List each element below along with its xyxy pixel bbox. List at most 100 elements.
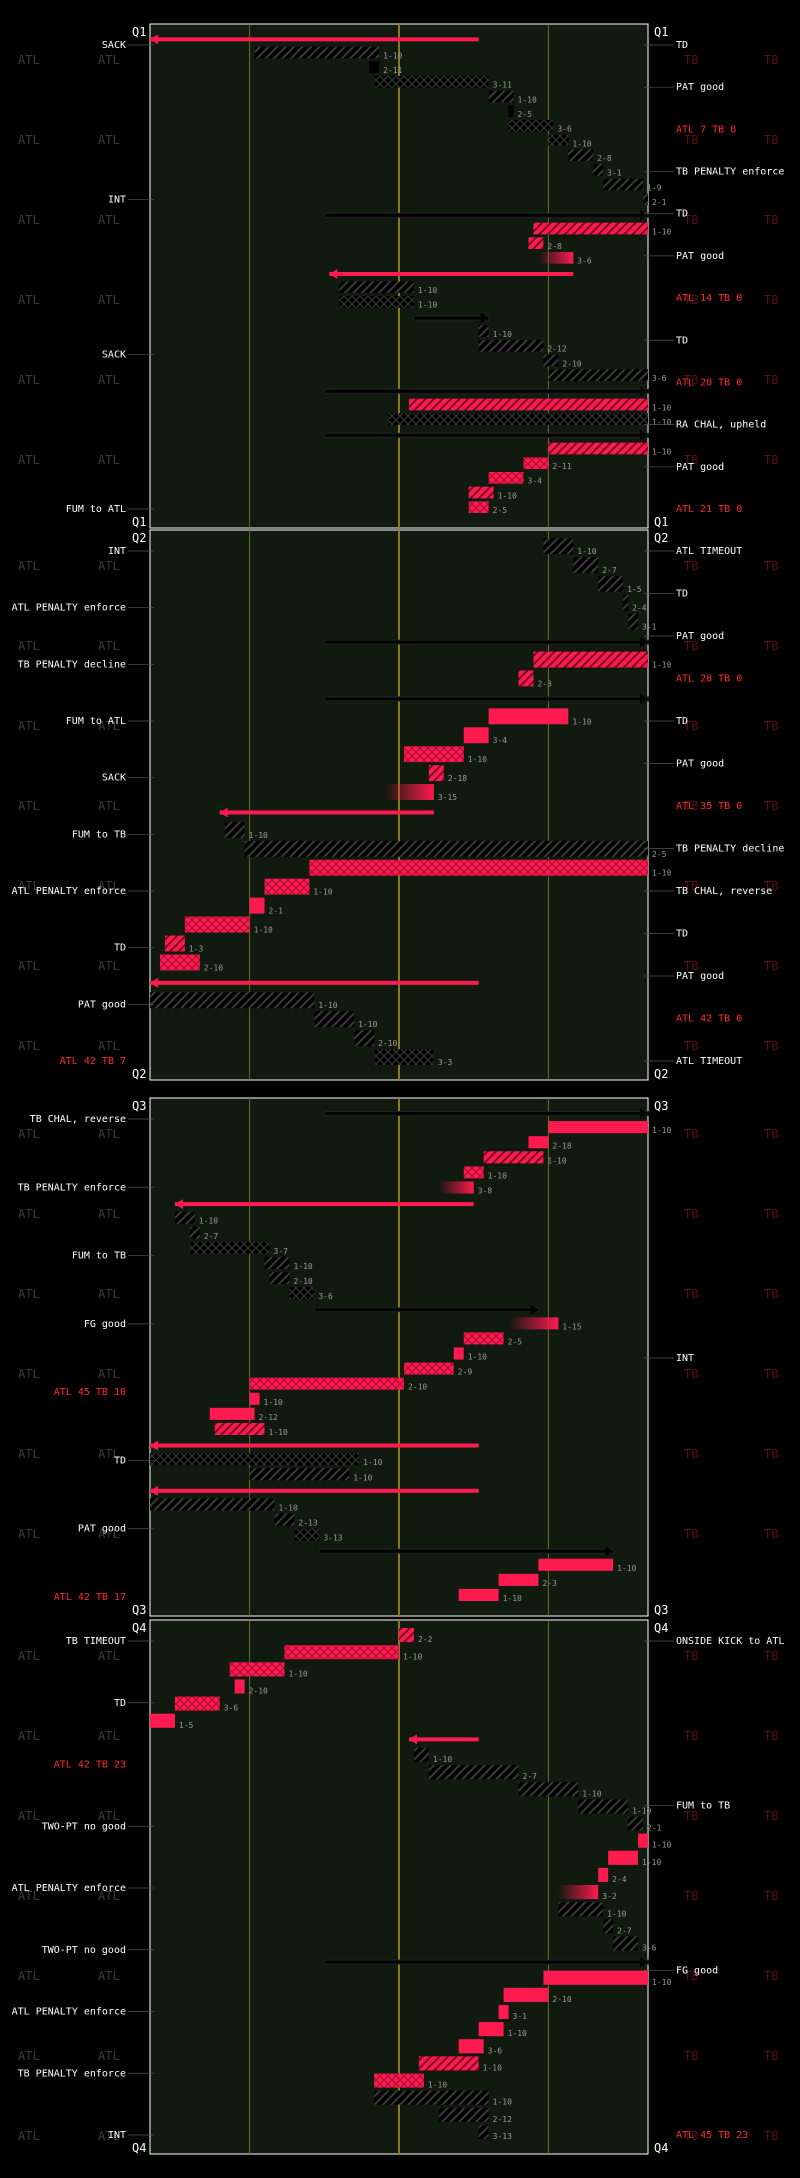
event-label: SACK [102, 773, 126, 784]
watermark-tb: TB [684, 799, 698, 813]
atl-play-bar [309, 859, 648, 876]
watermark-tb: TB [684, 559, 698, 573]
watermark-atl: ATL [98, 373, 120, 387]
tb-play-bar [623, 594, 629, 611]
down-distance-label: 1-10 [468, 755, 487, 764]
tb-play-bar [478, 325, 489, 337]
down-distance-label: 1-10 [318, 1001, 337, 1010]
quarter-label-top-right: Q1 [654, 25, 668, 39]
down-distance-label: 1-10 [383, 51, 402, 60]
atl-play-bar [399, 1628, 414, 1643]
down-distance-label: 2-18 [448, 774, 467, 783]
down-distance-label: 1-10 [652, 869, 671, 878]
down-distance-label: 3-6 [488, 2046, 503, 2055]
atl-play-bar [548, 1121, 648, 1134]
watermark-tb: TB [684, 1039, 698, 1053]
atl-kickoff-bar [408, 1737, 479, 1742]
watermark-atl: ATL [98, 879, 120, 893]
down-distance-label: 3-15 [438, 793, 457, 802]
event-label: TD [676, 716, 688, 727]
watermark-tb: TB [684, 959, 698, 973]
tb-play-bar [413, 1747, 429, 1763]
atl-play-bar [403, 1362, 454, 1375]
tb-play-bar [478, 340, 544, 352]
down-distance-label: 2-2 [418, 1635, 433, 1644]
score-label: ATL 42 TB 23 [54, 1760, 126, 1771]
down-distance-label: 2-10 [293, 1277, 312, 1286]
atl-play-bar [498, 1573, 539, 1586]
down-distance-label: 2-12 [547, 345, 566, 354]
tb-play-bar [354, 1030, 375, 1047]
watermark-atl: ATL [18, 213, 40, 227]
quarter-panel-q4: ATL ATL TB TB ATL ATL TB TB ATL ATL TB TB ATL ATL TB TB… [12, 1619, 784, 2155]
event-label: PAT good [676, 462, 724, 473]
watermark-tb: TB [764, 879, 778, 893]
down-distance-label: 1-10 [652, 661, 671, 670]
atl-punt-bar [174, 1202, 474, 1207]
atl-play-bar [608, 1850, 639, 1865]
event-label: TB PENALTY decline [676, 844, 784, 855]
watermark-atl: ATL [98, 1649, 120, 1663]
down-distance-label: 3-1 [513, 2012, 528, 2021]
atl-return-bar [150, 37, 479, 42]
event-label: TWO-PT no good [42, 1945, 126, 1956]
atl-play-bar [418, 2056, 479, 2071]
atl-punt-bar [219, 810, 434, 815]
atl-play-bar [598, 1867, 609, 1882]
down-distance-label: 2-9 [458, 1368, 473, 1377]
watermark-tb: TB [684, 1447, 698, 1461]
atl-play-bar [478, 2022, 504, 2037]
tb-play-bar [488, 90, 514, 103]
tb-play-bar [374, 2090, 489, 2105]
down-distance-label: 1-10 [498, 491, 517, 500]
down-distance-label: 1-10 [493, 330, 512, 339]
down-distance-label: 1-10 [652, 447, 671, 456]
down-distance-label: 2-12 [493, 2115, 512, 2124]
watermark-tb: TB [764, 1889, 778, 1903]
watermark-atl: ATL [18, 2129, 40, 2143]
down-distance-label: 1-10 [508, 2029, 527, 2038]
atl-play-bar [159, 954, 200, 971]
watermark-tb: TB [684, 879, 698, 893]
watermark-tb: TB [684, 1809, 698, 1823]
watermark-atl: ATL [18, 1207, 40, 1221]
watermark-atl: ATL [18, 1367, 40, 1381]
down-distance-label: 2-10 [378, 1039, 397, 1048]
score-label: ATL 42 TB 7 [60, 1056, 126, 1067]
tb-pat-arrowhead [640, 430, 648, 441]
event-label: TD [676, 209, 688, 220]
tb-pat-arrowhead [640, 386, 648, 397]
tb-kickoff-bar [323, 1959, 649, 1965]
score-label: ATL 35 TB 0 [676, 801, 742, 812]
watermark-atl: ATL [98, 1447, 120, 1461]
tb-play-bar [543, 354, 559, 367]
watermark-tb: TB [684, 2129, 698, 2143]
event-label: FUM to TB [72, 829, 126, 840]
down-distance-label: 1-10 [279, 1503, 298, 1512]
event-label: TD [676, 335, 688, 346]
down-distance-label: 1-10 [288, 1669, 307, 1678]
down-distance-label: 3-6 [642, 1944, 657, 1953]
tb-punt-bar [313, 1307, 539, 1313]
down-distance-label: 1-10 [353, 1473, 372, 1482]
tb-pat-bar [323, 432, 649, 438]
watermark-atl: ATL [98, 1969, 120, 1983]
tb-kickoff-bar [323, 1111, 649, 1117]
watermark-tb: TB [764, 799, 778, 813]
watermark-tb: TB [684, 293, 698, 307]
tb-pat-arrowhead [640, 693, 648, 704]
down-distance-label: 2-1 [652, 198, 667, 207]
event-label: TB CHAL, reverse [30, 1114, 126, 1125]
event-label: ONSIDE KICK to ATL [676, 1636, 784, 1647]
atl-kickoff-arrowhead [408, 1734, 417, 1745]
watermark-atl: ATL [98, 213, 120, 227]
atl-play-bar [488, 472, 524, 484]
event-label: ATL PENALTY enforce [12, 603, 126, 614]
down-distance-label: 3-3 [438, 1058, 453, 1067]
quarter-label-top-left: Q4 [132, 1621, 146, 1635]
quarter-label-bottom-right: Q3 [654, 1603, 668, 1617]
quarter-label-bottom-left: Q4 [132, 2141, 146, 2155]
down-distance-label: 2-4 [612, 1875, 627, 1884]
tb-play-bar [150, 992, 315, 1009]
down-distance-label: 1-10 [652, 1978, 671, 1987]
